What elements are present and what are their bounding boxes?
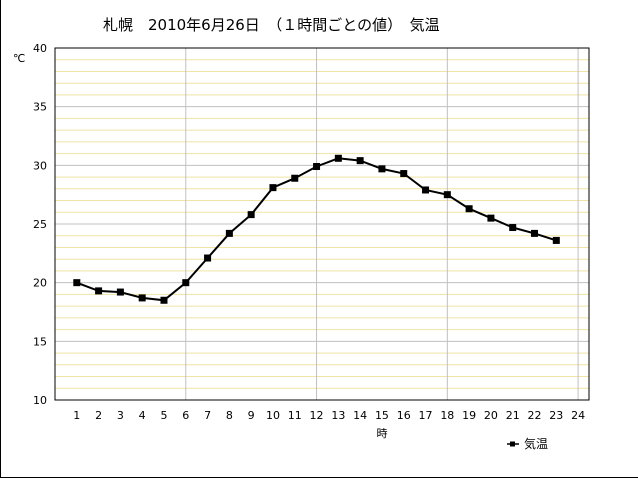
data-point — [247, 211, 255, 219]
data-point — [138, 294, 146, 302]
minor-gridlines — [55, 59, 589, 389]
x-tick-label: 21 — [506, 409, 520, 422]
x-tick-label: 19 — [462, 409, 476, 422]
x-tick-label: 14 — [353, 409, 367, 422]
data-point — [334, 154, 342, 162]
y-tick-label: 10 — [33, 394, 47, 407]
legend-label: 気温 — [524, 436, 548, 451]
x-tick-label: 1 — [73, 409, 80, 422]
legend-marker-swatch — [510, 441, 515, 447]
x-tick-label: 20 — [484, 409, 498, 422]
data-point — [269, 184, 277, 192]
data-point — [291, 174, 299, 182]
data-point — [400, 170, 408, 178]
data-point — [509, 224, 517, 232]
x-axis-ticks: 1 2 3 4 5 6 7 8 9 10 11 12 13 14 15 16 17 18 19 20 21 22 23 24 — [73, 409, 585, 422]
series-layer — [73, 154, 560, 304]
x-tick-label: 11 — [288, 409, 302, 422]
y-axis-unit-label: ℃ — [13, 52, 25, 65]
data-point — [443, 191, 451, 199]
data-point — [552, 236, 560, 244]
x-tick-label: 18 — [440, 409, 454, 422]
data-point — [160, 296, 168, 304]
chart-title: 札幌 2010年6月26日 （１時間ごとの値） 気温 — [103, 16, 440, 34]
x-tick-label: 16 — [397, 409, 411, 422]
x-tick-label: 4 — [139, 409, 146, 422]
plot-area — [54, 47, 590, 401]
x-tick-label: 7 — [204, 409, 211, 422]
x-tick-label: 22 — [528, 409, 542, 422]
x-tick-label: 3 — [117, 409, 124, 422]
x-tick-label: 9 — [248, 409, 255, 422]
x-tick-label: 2 — [95, 409, 102, 422]
data-point — [313, 163, 321, 171]
y-tick-label: 35 — [33, 101, 47, 114]
y-axis-ticks: 10 15 20 25 30 35 40 — [33, 42, 47, 407]
y-tick-label: 20 — [33, 277, 47, 290]
data-point — [487, 214, 495, 222]
x-tick-label: 24 — [571, 409, 585, 422]
y-tick-label: 40 — [33, 42, 47, 55]
data-point — [204, 254, 212, 262]
data-point — [531, 229, 539, 237]
data-point — [378, 165, 386, 173]
legend: 気温 — [507, 436, 548, 451]
y-tick-label: 25 — [33, 218, 47, 231]
x-tick-label: 12 — [310, 409, 324, 422]
data-point — [182, 279, 190, 287]
x-tick-label: 13 — [331, 409, 345, 422]
x-tick-label: 15 — [375, 409, 389, 422]
data-point — [465, 205, 473, 213]
y-tick-label: 15 — [33, 335, 47, 348]
data-point — [73, 279, 81, 287]
x-tick-label: 5 — [160, 409, 167, 422]
x-tick-label: 17 — [419, 409, 433, 422]
y-tick-label: 30 — [33, 159, 47, 172]
data-point — [95, 287, 103, 295]
data-point — [356, 157, 364, 165]
x-tick-label: 6 — [182, 409, 189, 422]
x-tick-label: 23 — [549, 409, 563, 422]
x-axis-label: 時 — [377, 427, 388, 440]
major-gridlines — [55, 48, 589, 400]
data-point — [225, 229, 233, 237]
data-point — [422, 186, 430, 194]
x-tick-label: 8 — [226, 409, 233, 422]
x-tick-label: 10 — [266, 409, 280, 422]
data-point — [116, 288, 124, 296]
